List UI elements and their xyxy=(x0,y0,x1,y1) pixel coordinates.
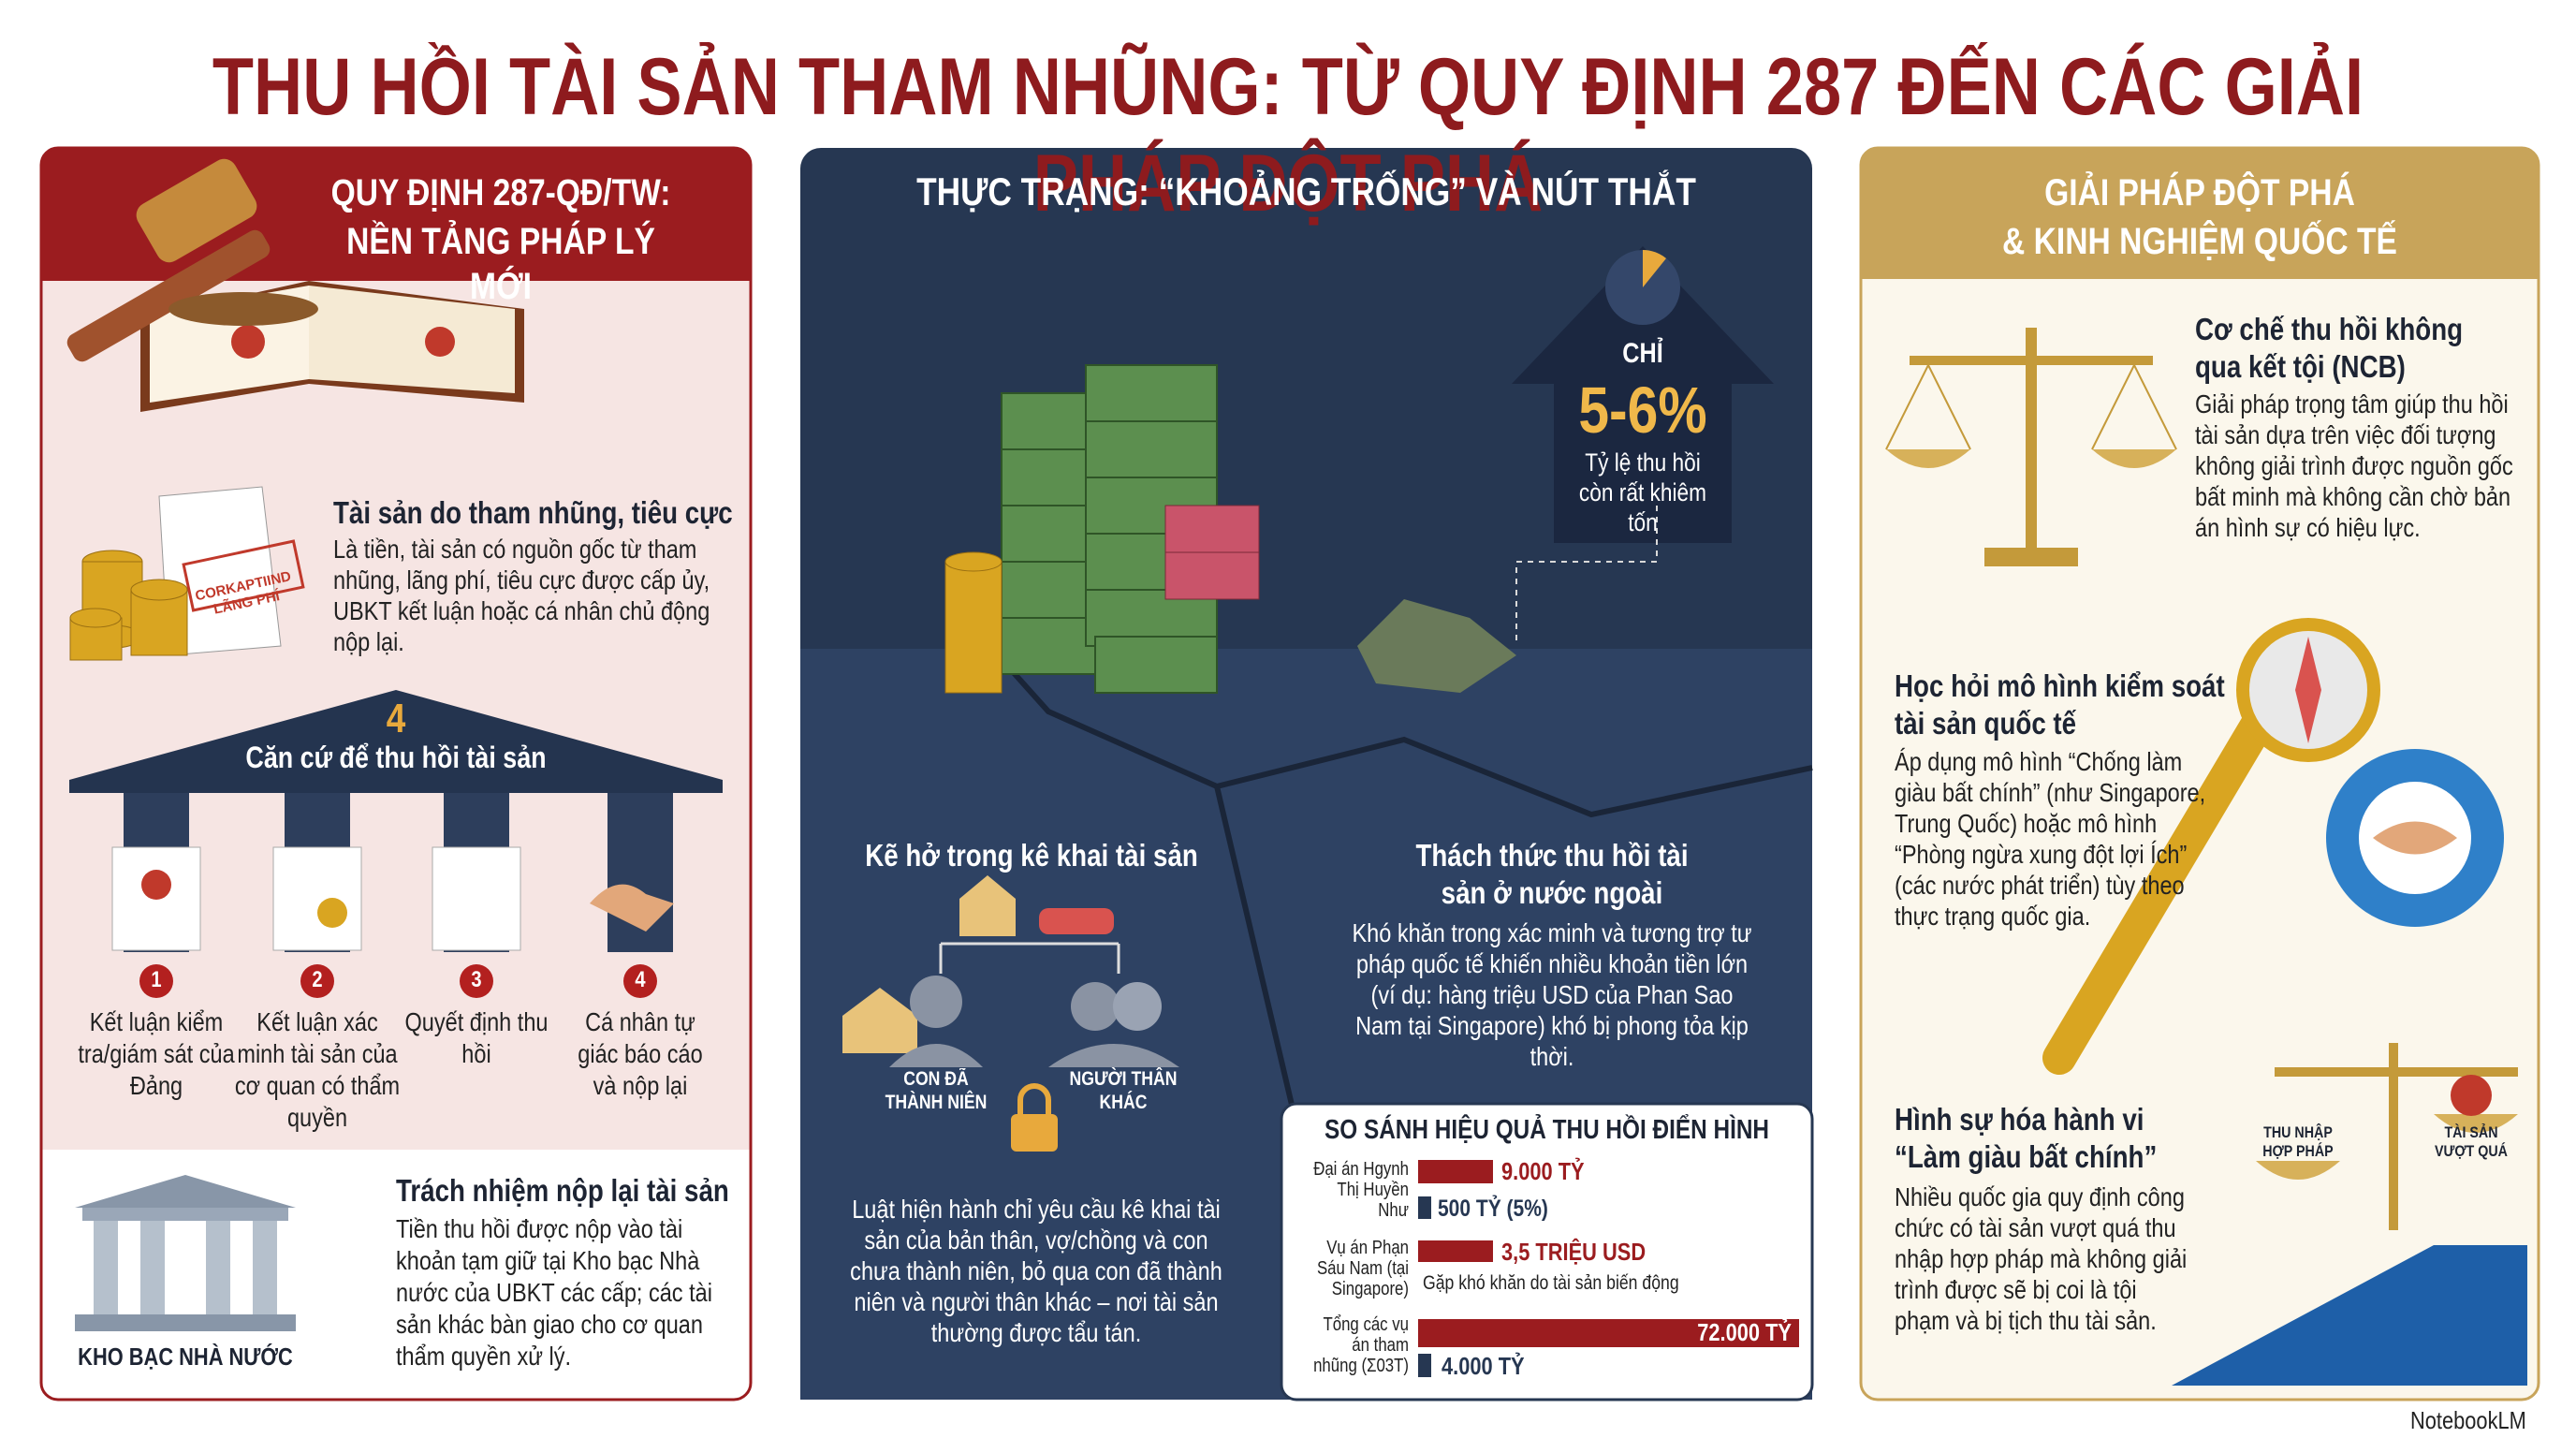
bar xyxy=(1418,1240,1493,1262)
pillar-label: Kết luận kiểm tra/giám sát của Đảng xyxy=(78,1007,235,1100)
treasury-heading: Trách nhiệm nộp lại tài sản xyxy=(396,1173,729,1208)
left-header: NỀN TẢNG PHÁP LÝ MỚI xyxy=(346,221,655,307)
treasury-label: KHO BẠC NHÀ NƯỚC xyxy=(78,1343,293,1371)
crack xyxy=(989,646,1813,1106)
loophole-text: Luật hiện hành chỉ yêu cầu kê khai tài s… xyxy=(850,1195,1222,1347)
right-header: & KINH NGHIỆM QUỐC TẾ xyxy=(2002,221,2397,262)
middle-header: THỰC TRẠNG: “KHOẢNG TRỐNG” VÀ NÚT THẮT xyxy=(916,169,1696,213)
stat-prefix: CHỈ xyxy=(1622,338,1663,369)
pillar-number: 4 xyxy=(635,967,646,992)
pillar-number: 3 xyxy=(471,967,482,992)
basis-number: 4 xyxy=(386,696,406,741)
gavel-book xyxy=(66,158,524,412)
pillar-label: Quyết định thu hồi xyxy=(404,1007,549,1068)
bar-label: 9.000 TỶ xyxy=(1501,1157,1585,1185)
bar xyxy=(1418,1196,1431,1219)
scale-label: TÀI SẢN VƯỢT QUÁ xyxy=(2435,1123,2508,1161)
footer-brand: NotebookLM xyxy=(2410,1406,2526,1434)
pillar-label: Cá nhân tự giác báo cáo và nộp lại xyxy=(578,1007,703,1100)
comparison-title: SO SÁNH HIỆU QUẢ THU HỒI ĐIỂN HÌNH xyxy=(1324,1115,1770,1145)
bar-label: 500 TỶ (5%) xyxy=(1438,1196,1548,1222)
overseas-text: Khó khăn trong xác minh và tương trợ tư … xyxy=(1352,918,1752,1071)
comparison-box xyxy=(1280,1102,1814,1401)
stat-value: 5-6% xyxy=(1578,374,1707,447)
right-header-band xyxy=(1861,148,2539,279)
person-label: NGƯỜI THÂN KHÁC xyxy=(1069,1068,1178,1114)
basis-title: Căn cứ để thu hồi tài sản xyxy=(245,741,547,774)
page-title: THU HỒI TÀI SẢN THAM NHŨNG: TỪ QUY ĐỊNH … xyxy=(212,42,2364,229)
pillar-number: 1 xyxy=(151,967,162,992)
bar-label: 3,5 TRIỆU USD xyxy=(1501,1238,1647,1266)
coins-document xyxy=(69,486,305,661)
right-header: GIẢI PHÁP ĐỘT PHÁ xyxy=(2044,172,2355,213)
row-name: Đại án Hgynh Thị Huyền Như xyxy=(1313,1159,1409,1221)
bank-icon xyxy=(75,1175,296,1331)
ncb-heading: Cơ chế thu hồi không qua kết tội (NCB) xyxy=(2195,312,2464,384)
money-stacks xyxy=(944,364,1516,694)
bar xyxy=(1418,1160,1493,1183)
scale-label: THU NHẬP HỢP PHÁP xyxy=(2262,1123,2334,1161)
treasury-text: Tiền thu hồi được nộp vào tài khoản tạm … xyxy=(396,1214,712,1371)
pillar-number: 2 xyxy=(312,967,323,992)
loophole-heading: Kẽ hở trong kê khai tài sản xyxy=(865,838,1198,873)
family-icons xyxy=(842,875,1179,1152)
basis-temple xyxy=(69,690,723,998)
pillar-label: Kết luận xác minh tài sản của cơ quan có… xyxy=(234,1007,401,1132)
asset-heading: Tài sản do tham nhũng, tiêu cực xyxy=(333,495,733,530)
person-label: CON ĐÃ THÀNH NIÊN xyxy=(885,1068,988,1114)
bar-label: 72.000 TỶ xyxy=(1697,1318,1792,1346)
intl-text: Áp dụng mô hình “Chống làm giàu bất chín… xyxy=(1895,747,2206,931)
arrow-stat xyxy=(1512,246,1774,646)
left-header: QUY ĐỊNH 287-QĐ/TW: xyxy=(330,172,671,213)
bar xyxy=(1418,1319,1799,1347)
bar-label: 4.000 TỶ xyxy=(1442,1352,1525,1380)
asset-text: Là tiền, tài sản có nguồn gốc từ tham nh… xyxy=(333,535,710,656)
row-name: Tổng các vụ án tham nhũng (Σ03T) xyxy=(1313,1314,1409,1376)
criminal-heading: Hình sự hóa hành vi “Làm giàu bất chính” xyxy=(1895,1102,2158,1174)
criminal-text: Nhiều quốc gia quy định công chức có tài… xyxy=(1895,1182,2188,1335)
bar xyxy=(1418,1354,1431,1377)
stat-text: Tỷ lệ thu hồi còn rất khiêm tốn xyxy=(1578,448,1707,536)
ncb-text: Giải pháp trọng tâm giúp thu hồi tài sản… xyxy=(2195,389,2513,542)
scale-key-icons xyxy=(1885,328,2527,1386)
overseas-heading: Thách thức thu hồi tài sản ở nước ngoài xyxy=(1415,838,1689,910)
row-note: Gặp khó khăn do tài sản biến động xyxy=(1423,1272,1679,1294)
intl-heading: Học hỏi mô hình kiểm soát tài sản quốc t… xyxy=(1895,668,2225,741)
left-border xyxy=(39,146,753,1401)
row-name: Vụ án Phạn Sáu Nam (tại Singapore) xyxy=(1316,1238,1409,1299)
